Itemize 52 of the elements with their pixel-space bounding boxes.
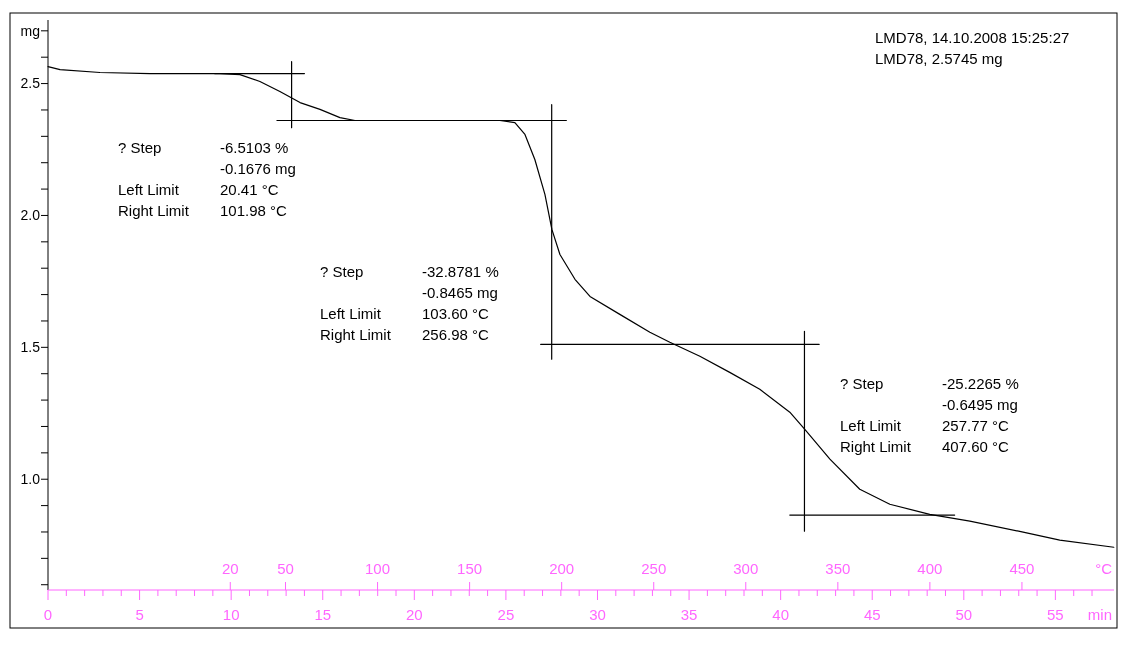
x-tick-label: 15 bbox=[314, 606, 332, 623]
y-tick-label: 1.5 bbox=[20, 339, 41, 356]
x-tick-label: 55 bbox=[1047, 606, 1064, 623]
annotation: 20.41 °C bbox=[220, 181, 279, 198]
x2-tick-label: 200 bbox=[549, 560, 575, 577]
y-tick-label: 2.0 bbox=[20, 207, 41, 224]
annotation: 101.98 °C bbox=[220, 202, 288, 219]
annotation: -0.6495 mg bbox=[942, 396, 1018, 413]
annotation: -25.2265 % bbox=[942, 375, 1019, 392]
x-tick-label: 50 bbox=[955, 606, 973, 623]
x-tick-label: 25 bbox=[497, 606, 515, 623]
annotation: -32.8781 % bbox=[422, 263, 499, 280]
annotation: LMD78, 14.10.2008 15:25:27 bbox=[875, 29, 1070, 46]
x2-tick-label: 50 bbox=[277, 560, 294, 577]
annotation: Left Limit bbox=[118, 181, 180, 198]
annotation: LMD78, 2.5745 mg bbox=[875, 50, 1003, 67]
x2-tick-label: 350 bbox=[825, 560, 851, 577]
annotation: ? Step bbox=[118, 139, 162, 156]
annotation: Right Limit bbox=[320, 326, 392, 343]
x2-tick-label: 300 bbox=[733, 560, 759, 577]
x-tick-label: 30 bbox=[589, 606, 606, 623]
x2-axis-title: °C bbox=[1095, 560, 1113, 577]
x-axis-title: min bbox=[1087, 606, 1112, 623]
x2-tick-label: 100 bbox=[365, 560, 391, 577]
annotation: Left Limit bbox=[320, 305, 382, 322]
annotation: -6.5103 % bbox=[220, 139, 289, 156]
annotation: Right Limit bbox=[118, 202, 190, 219]
x2-tick-label: 250 bbox=[641, 560, 667, 577]
y-tick-label: 1.0 bbox=[20, 471, 41, 488]
x-tick-label: 20 bbox=[405, 606, 423, 623]
annotation: ? Step bbox=[320, 263, 364, 280]
y-axis-title: mg bbox=[20, 22, 40, 39]
x-tick-label: 45 bbox=[863, 606, 881, 623]
x2-tick-label: 20 bbox=[221, 560, 239, 577]
annotation: Left Limit bbox=[840, 417, 902, 434]
annotation: 407.60 °C bbox=[942, 438, 1010, 455]
annotation: 257.77 °C bbox=[942, 417, 1010, 434]
y-tick-label: 2.5 bbox=[20, 75, 41, 92]
annotation: -0.8465 mg bbox=[422, 284, 498, 301]
annotation: 103.60 °C bbox=[422, 305, 490, 322]
annotation: Right Limit bbox=[840, 438, 912, 455]
x2-tick-label: 150 bbox=[457, 560, 483, 577]
annotation: 256.98 °C bbox=[422, 326, 490, 343]
x2-tick-label: 450 bbox=[1009, 560, 1035, 577]
x-tick-label: 35 bbox=[680, 606, 698, 623]
annotation: -0.1676 mg bbox=[220, 160, 296, 177]
x-tick-label: 40 bbox=[772, 606, 789, 623]
x-tick-label: 5 bbox=[135, 606, 144, 623]
annotation: ? Step bbox=[840, 375, 884, 392]
x-tick-label: 0 bbox=[43, 606, 53, 623]
x-tick-label: 10 bbox=[222, 606, 240, 623]
x2-tick-label: 400 bbox=[917, 560, 943, 577]
